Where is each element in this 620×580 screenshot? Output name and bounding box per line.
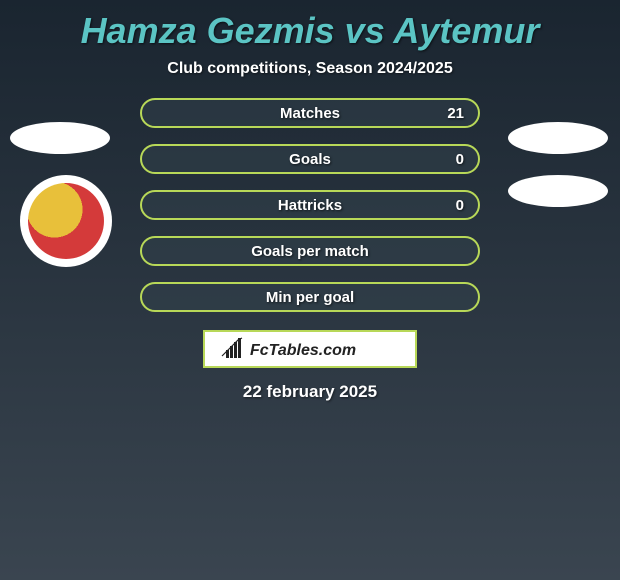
stat-value: 0 (456, 197, 464, 214)
stat-row-goals: Goals 0 (140, 144, 480, 174)
brand-logo-icon: FcTables.com (220, 336, 400, 362)
player-right-avatar-placeholder-1 (508, 122, 608, 154)
stats-container: Matches 21 Goals 0 Hattricks 0 Goals per… (140, 98, 480, 312)
club-badge (20, 175, 112, 267)
stat-label: Matches (280, 105, 340, 122)
player-left-avatar-placeholder (10, 122, 110, 154)
club-badge-inner (28, 183, 104, 259)
stat-value: 21 (447, 105, 464, 122)
stat-row-matches: Matches 21 (140, 98, 480, 128)
stat-label: Hattricks (278, 197, 342, 214)
stat-row-goals-per-match: Goals per match (140, 236, 480, 266)
page-title: Hamza Gezmis vs Aytemur (0, 0, 620, 60)
page-subtitle: Club competitions, Season 2024/2025 (0, 60, 620, 98)
player-right-avatar-placeholder-2 (508, 175, 608, 207)
brand-text: FcTables.com (250, 342, 356, 359)
stat-row-hattricks: Hattricks 0 (140, 190, 480, 220)
stat-label: Min per goal (266, 289, 354, 306)
stat-label: Goals (289, 151, 331, 168)
stat-label: Goals per match (251, 243, 369, 260)
brand-box: FcTables.com (203, 330, 417, 368)
date-text: 22 february 2025 (0, 382, 620, 402)
stat-row-min-per-goal: Min per goal (140, 282, 480, 312)
stat-value: 0 (456, 151, 464, 168)
